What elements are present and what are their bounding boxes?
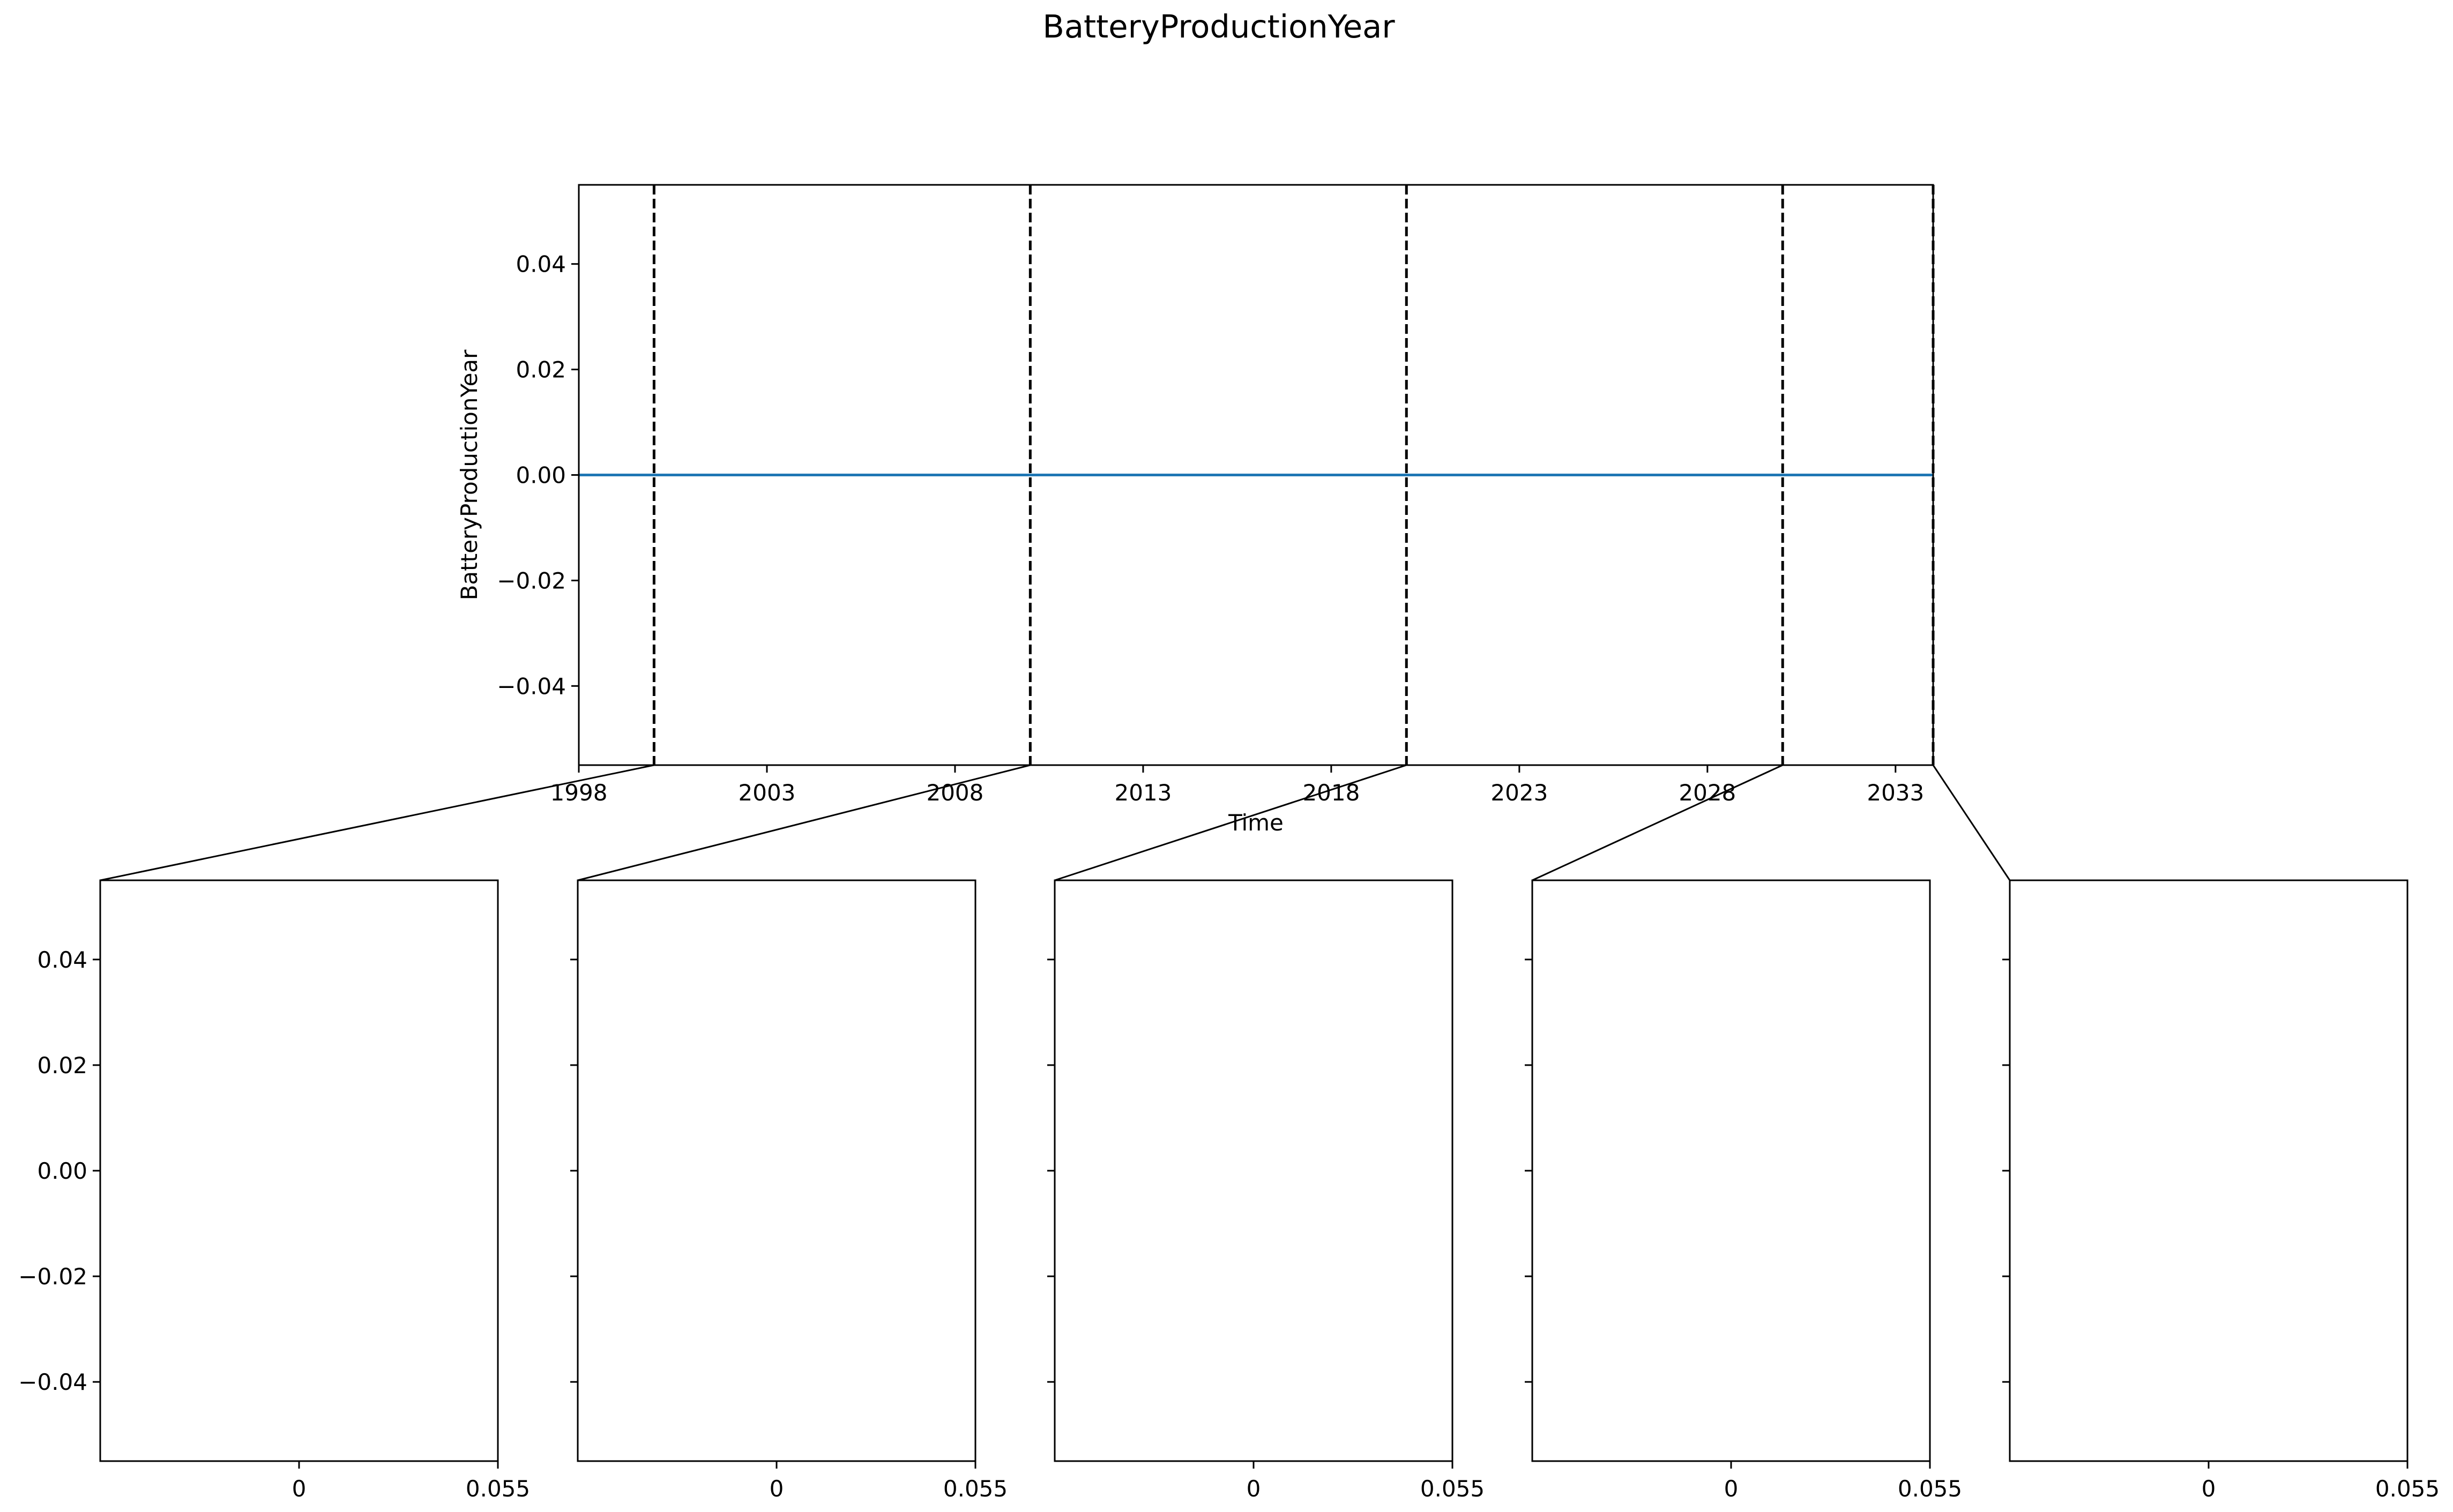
- connector-3: [1054, 764, 1407, 881]
- sub-plot-frame-5: [2009, 879, 2409, 1462]
- sub-panel-3: 0 0.055: [1047, 879, 1485, 1502]
- x-tick-label-0: 1998: [550, 780, 608, 806]
- sub-panel-4: 0 0.055: [1525, 879, 1962, 1502]
- sub-plot-frame-4: [1531, 879, 1931, 1462]
- zoom-connectors: [100, 764, 2011, 881]
- x-tick-label-4: 2018: [1302, 780, 1360, 806]
- sub-panel-5: 0 0.055: [2002, 879, 2440, 1502]
- sub-1-y-tick-label-3: −0.02: [18, 1263, 87, 1290]
- sub-3-x-tick-label-0: 0: [1247, 1476, 1261, 1502]
- x-tick-label-6: 2028: [1679, 780, 1736, 806]
- connector-4: [1532, 764, 1783, 881]
- sub-1-y-tick-label-2: 0.00: [37, 1158, 87, 1184]
- connector-2: [577, 764, 1031, 881]
- x-tick-label-2: 2008: [926, 780, 983, 806]
- y-tick-label-1: 0.02: [516, 357, 566, 383]
- sub-panel-1: 0.04 0.02 0.00 −0.02 −0.04 0 0.055: [18, 879, 530, 1502]
- x-tick-label-3: 2013: [1114, 780, 1172, 806]
- sub-1-x-tick-label-0: 0: [292, 1476, 307, 1502]
- main-line-chart: 1998 2003 2008 2013 2018 2023 2028 2033 0.04 0.02…: [456, 184, 1935, 836]
- sub-3-x-tick-label-1: 0.055: [1420, 1476, 1485, 1502]
- sub-1-y-tick-label-0: 0.04: [37, 947, 87, 973]
- sub-4-x-tick-label-0: 0: [1724, 1476, 1739, 1502]
- sub-2-x-tick-label-1: 0.055: [943, 1476, 1008, 1502]
- sub-plot-frame-2: [577, 879, 976, 1462]
- sub-1-x-tick-label-1: 0.055: [466, 1476, 530, 1502]
- sub-2-x-tick-label-0: 0: [770, 1476, 784, 1502]
- y-axis-label: BatteryProductionYear: [456, 349, 482, 601]
- y-tick-label-0: 0.04: [516, 251, 566, 278]
- sub-5-x-tick-label-0: 0: [2202, 1476, 2216, 1502]
- connector-1: [100, 764, 654, 881]
- x-tick-label-5: 2023: [1490, 780, 1548, 806]
- y-tick-label-3: −0.02: [497, 567, 566, 594]
- y-tick-label-2: 0.00: [516, 462, 566, 489]
- sub-1-y-tick-label-1: 0.02: [37, 1052, 87, 1079]
- sub-5-x-tick-label-1: 0.055: [2375, 1476, 2440, 1502]
- sub-panels: 0.04 0.02 0.00 −0.02 −0.04 0 0.055 0 0.055 0 0.055…: [18, 879, 2440, 1502]
- sub-plot-frame-1: [99, 879, 499, 1462]
- connector-5: [1932, 765, 2011, 881]
- x-axis-label: Time: [1228, 810, 1284, 836]
- sub-1-y-tick-label-4: −0.04: [18, 1369, 87, 1395]
- sub-panel-2: 0 0.055: [570, 879, 1008, 1502]
- sub-4-x-tick-label-1: 0.055: [1898, 1476, 1962, 1502]
- figure-title: BatteryProductionYear: [1042, 8, 1395, 45]
- y-tick-label-4: −0.04: [497, 673, 566, 699]
- x-tick-label-1: 2003: [739, 780, 796, 806]
- x-tick-label-7: 2033: [1867, 780, 1924, 806]
- sub-plot-frame-3: [1054, 879, 1453, 1462]
